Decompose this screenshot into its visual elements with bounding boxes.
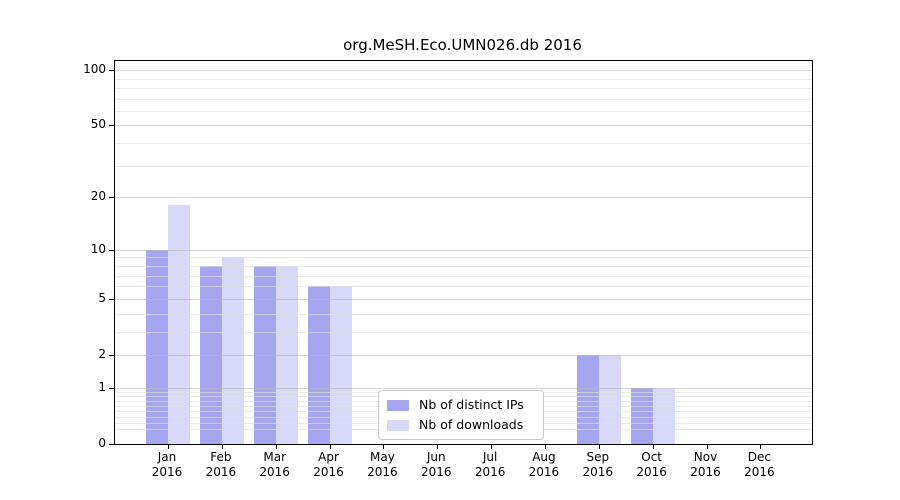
x-tick-label-month: Jan bbox=[157, 450, 177, 464]
x-tick-label: Jan 2016 bbox=[135, 450, 199, 480]
x-tick-label-year: 2016 bbox=[151, 465, 183, 479]
x-axis-tick bbox=[168, 444, 169, 449]
bar-downloads bbox=[275, 265, 298, 444]
x-tick-label: Apr 2016 bbox=[297, 450, 361, 480]
y-tick-label: 1 bbox=[98, 379, 106, 394]
x-tick-label-month: Aug bbox=[532, 450, 556, 464]
x-tick-label-month: Mar bbox=[263, 450, 286, 464]
bar-distinct-ips bbox=[576, 354, 599, 444]
y-axis-tick bbox=[109, 197, 114, 199]
bar-distinct-ips bbox=[253, 265, 276, 444]
plot-area: Nb of distinct IPs Nb of downloads bbox=[109, 60, 813, 449]
y-axis-tick bbox=[109, 125, 114, 127]
x-axis-tick bbox=[544, 444, 546, 449]
x-tick-label: Oct 2016 bbox=[620, 450, 684, 480]
x-tick-label-year: 2016 bbox=[420, 465, 452, 479]
x-axis-tick bbox=[329, 444, 331, 449]
x-axis-tick bbox=[221, 444, 223, 449]
x-tick-label: Jun 2016 bbox=[404, 450, 468, 480]
x-tick-label-month: Dec bbox=[747, 450, 771, 464]
x-axis-tick bbox=[437, 444, 439, 449]
bar-downloads bbox=[598, 354, 621, 444]
x-tick-label-year: 2016 bbox=[313, 465, 344, 479]
gridline-minor bbox=[115, 98, 812, 100]
x-tick-label-year: 2016 bbox=[474, 465, 506, 479]
x-tick-label: Aug 2016 bbox=[512, 450, 576, 480]
y-axis-tick bbox=[109, 354, 114, 356]
y-tick-label: 5 bbox=[98, 290, 106, 305]
x-tick-label: Mar 2016 bbox=[243, 450, 307, 480]
x-tick-label-year: 2016 bbox=[744, 465, 775, 479]
bar-distinct-ips bbox=[199, 265, 222, 444]
bar-downloads bbox=[329, 286, 352, 444]
gridline-minor bbox=[115, 78, 812, 80]
legend-label-downloads: Nb of downloads bbox=[419, 417, 524, 432]
x-axis-tick bbox=[275, 444, 277, 449]
x-tick-label: Jul 2016 bbox=[458, 450, 522, 480]
y-axis-tick bbox=[109, 444, 114, 445]
legend-swatch-distinct-ips bbox=[387, 399, 409, 411]
x-tick-label-year: 2016 bbox=[690, 465, 721, 479]
x-axis-tick bbox=[491, 444, 493, 449]
x-axis-tick bbox=[383, 444, 385, 449]
y-tick-label: 20 bbox=[90, 189, 106, 204]
y-tick-label: 50 bbox=[90, 117, 106, 132]
x-tick-label: Sep 2016 bbox=[566, 450, 630, 480]
y-tick-label: 0 bbox=[98, 436, 106, 450]
x-tick-label-year: 2016 bbox=[259, 465, 290, 479]
bar-distinct-ips bbox=[630, 387, 653, 444]
y-tick-label: 100 bbox=[83, 62, 106, 77]
y-axis-tick bbox=[109, 70, 114, 72]
x-tick-label-year: 2016 bbox=[636, 465, 667, 479]
y-axis-tick bbox=[109, 298, 114, 300]
x-tick-label-month: Nov bbox=[693, 450, 718, 464]
x-tick-label-year: 2016 bbox=[367, 465, 398, 479]
gridline-minor bbox=[115, 257, 812, 259]
gridline-minor bbox=[115, 165, 812, 167]
x-axis-tick bbox=[760, 444, 762, 449]
x-tick-label-year: 2016 bbox=[205, 465, 237, 479]
gridline-minor bbox=[115, 110, 812, 112]
y-tick-label: 10 bbox=[90, 241, 106, 256]
legend-row-distinct-ips: Nb of distinct IPs bbox=[387, 398, 533, 412]
legend-label-distinct-ips: Nb of distinct IPs bbox=[419, 397, 524, 412]
chart-title: org.MeSH.Eco.UMN026.db 2016 bbox=[343, 36, 582, 54]
gridline-major bbox=[115, 70, 812, 72]
x-tick-label: Feb 2016 bbox=[189, 450, 253, 480]
bar-downloads bbox=[221, 257, 244, 444]
gridline-major bbox=[115, 197, 812, 199]
x-axis-tick bbox=[652, 444, 654, 449]
legend: Nb of distinct IPs Nb of downloads bbox=[378, 390, 544, 440]
gridline-minor bbox=[115, 87, 812, 89]
legend-row-downloads: Nb of downloads bbox=[387, 418, 533, 432]
x-tick-label-month: Oct bbox=[641, 450, 663, 464]
bar-distinct-ips bbox=[307, 286, 330, 444]
x-tick-label-month: Jun bbox=[426, 450, 446, 464]
x-tick-label: Nov 2016 bbox=[674, 450, 738, 480]
gridline-major bbox=[115, 249, 812, 251]
bar-distinct-ips bbox=[146, 249, 168, 444]
x-tick-label-month: May bbox=[369, 450, 395, 464]
y-axis-tick bbox=[109, 387, 114, 389]
x-axis-tick bbox=[598, 444, 600, 449]
gridline-major bbox=[115, 125, 812, 127]
y-tick-label: 2 bbox=[98, 346, 106, 361]
x-tick-label-year: 2016 bbox=[582, 465, 614, 479]
x-tick-label-year: 2016 bbox=[528, 465, 560, 479]
x-tick-label-month: Apr bbox=[318, 450, 339, 464]
bar-downloads bbox=[652, 387, 675, 444]
x-tick-label-month: Jul bbox=[482, 450, 498, 464]
x-tick-label: May 2016 bbox=[350, 450, 414, 480]
bar-downloads bbox=[168, 205, 190, 444]
x-tick-label-month: Feb bbox=[210, 450, 232, 464]
x-tick-label: Dec 2016 bbox=[727, 450, 791, 480]
x-tick-label-month: Sep bbox=[586, 450, 610, 464]
x-axis-tick bbox=[706, 444, 708, 449]
legend-swatch-downloads bbox=[387, 419, 409, 431]
gridline-minor bbox=[115, 143, 812, 145]
y-axis-tick bbox=[109, 249, 114, 251]
